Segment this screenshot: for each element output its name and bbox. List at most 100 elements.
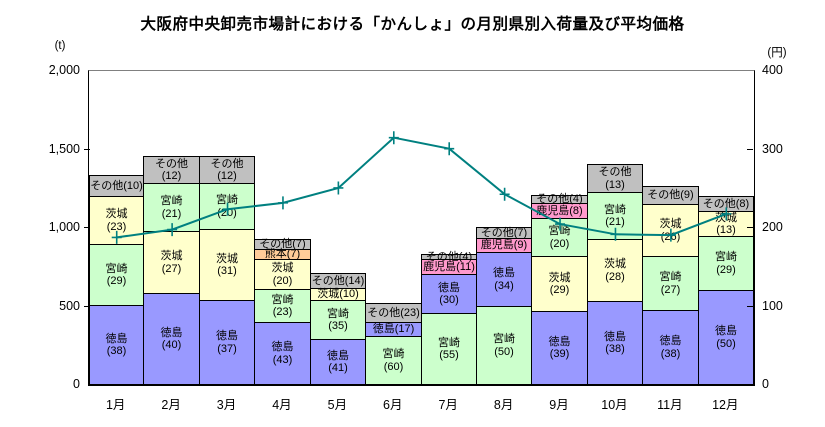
- x-axis-month-label: 4月: [272, 398, 292, 412]
- bar-segment-label: 徳島 (34): [493, 267, 515, 292]
- bar-segment-miyazaki: 宮崎 (23): [254, 289, 311, 323]
- bar-segment-miyazaki: 宮崎 (21): [587, 192, 643, 240]
- bar-segment-tokushima: 徳島 (41): [310, 339, 366, 385]
- bar-segment-label: 徳島 (30): [438, 281, 460, 307]
- bar-segment-label: その他(7): [259, 238, 306, 251]
- bar-segment-label: 宮崎 (20): [216, 194, 238, 219]
- bar-segment-ibaraki: 茨城 (13): [698, 211, 754, 237]
- bar-segment-ibaraki: 茨城 (27): [143, 231, 200, 294]
- bar-segment-label: 鹿児島(9): [480, 239, 528, 252]
- bar-segment-others: その他(8): [698, 196, 754, 212]
- bar-segment-label: 熊本(7): [264, 248, 301, 261]
- bar-segment-label: 宮崎 (35): [327, 307, 349, 333]
- left-axis-tick-label: 2,000: [48, 63, 80, 77]
- right-axis-tick-label: 0: [762, 377, 769, 391]
- bar-segment-ibaraki: 茨城 (20): [254, 259, 311, 290]
- bar-segment-others: その他 (13): [587, 164, 643, 193]
- bar-segment-label: 徳島(17): [372, 323, 415, 336]
- bar-segment-label: その他(9): [647, 189, 694, 202]
- x-axis-month-label: 2月: [161, 398, 181, 412]
- right-axis-tick-mark: [747, 305, 753, 307]
- left-axis-tick-label: 0: [73, 377, 80, 391]
- bar-segment-others: その他(7): [476, 227, 532, 239]
- x-axis-month-label: 10月: [601, 398, 628, 412]
- bar-segment-tokushima: 徳島 (39): [531, 311, 588, 385]
- bar-segment-label: 徳島 (50): [715, 325, 737, 350]
- bar-segment-label: 茨城 (27): [160, 250, 183, 275]
- bar-segment-label: 宮崎 (29): [105, 262, 128, 288]
- bar-segment-miyazaki: 宮崎 (55): [421, 313, 477, 385]
- bar-segment-label: 茨城 (31): [216, 252, 238, 278]
- bar-segment-label: 宮崎 (55): [438, 336, 460, 362]
- bar-segment-ibaraki: 茨城 (28): [587, 239, 643, 302]
- bar-segment-label: 宮崎 (27): [659, 271, 682, 296]
- bar-segment-miyazaki: 宮崎 (29): [698, 236, 754, 291]
- bar-segment-label: 徳島 (38): [604, 330, 626, 356]
- bar-segment-tokushima: 徳島 (34): [476, 252, 532, 307]
- bar-segment-others: その他(4): [531, 193, 588, 205]
- price-point-marker: [277, 196, 288, 210]
- bar-segment-label: 茨城 (13): [715, 211, 737, 237]
- x-axis-month-label: 7月: [438, 398, 458, 412]
- bar-segment-label: その他 (12): [155, 157, 188, 183]
- x-axis-month-label: 8月: [493, 398, 514, 412]
- bar-segment-label: 徳島 (41): [327, 349, 349, 375]
- bar-segment-miyazaki: 宮崎 (20): [531, 218, 588, 257]
- right-axis-tick-mark: [747, 148, 753, 150]
- bar-segment-label: 茨城 (26): [659, 218, 682, 243]
- bar-segment-others: その他(23): [365, 303, 422, 323]
- right-axis-tick-label: 300: [762, 141, 783, 156]
- left-axis-tick-label: 500: [59, 298, 80, 313]
- bar-segment-label: 徳島 (40): [160, 326, 183, 352]
- x-axis-month-label: 1月: [105, 398, 126, 412]
- bar-segment-tokushima: 徳島 (50): [698, 290, 754, 385]
- left-axis-unit-label: (t): [54, 40, 66, 52]
- bar-segment-tokushima: 徳島 (40): [143, 293, 200, 385]
- bar-segment-label: 徳島 (39): [548, 335, 571, 361]
- bar-segment-label: その他(14): [311, 274, 365, 287]
- bar-segment-label: その他(4): [425, 250, 473, 263]
- left-axis-tick-label: 1,000: [48, 220, 80, 234]
- bar-segment-ibaraki: 茨城 (31): [199, 229, 255, 301]
- x-axis-month-label: 9月: [549, 398, 569, 412]
- bar-segment-tokushima: 徳島 (38): [587, 301, 643, 385]
- bar-segment-ibaraki: 茨城 (23): [89, 196, 144, 245]
- bar-segment-kagoshima: 鹿児島(9): [476, 238, 532, 253]
- bar-segment-miyazaki: 宮崎 (60): [365, 336, 422, 385]
- bar-segment-label: 茨城 (20): [271, 262, 294, 287]
- bar-segment-others: その他 (12): [143, 156, 200, 184]
- bar-segment-others: その他(9): [642, 186, 699, 205]
- bar-segment-label: 茨城 (23): [105, 208, 128, 233]
- bar-segment-label: その他(8): [702, 197, 750, 210]
- bar-segment-label: その他(7): [480, 226, 528, 239]
- bar-segment-label: 徳島 (38): [105, 332, 128, 358]
- left-axis-tick-mark: [84, 305, 90, 307]
- bar-segment-label: 宮崎 (21): [604, 203, 626, 229]
- right-axis-tick-label: 400: [762, 63, 783, 77]
- bar-segment-miyazaki: 宮崎 (21): [143, 183, 200, 232]
- right-axis-tick-label: 200: [762, 220, 783, 234]
- x-axis-month-label: 3月: [216, 398, 237, 412]
- bar-segment-tokushima: 徳島 (38): [642, 310, 699, 385]
- bar-segment-label: その他(10): [90, 179, 143, 192]
- bar-segment-label: 宮崎 (20): [548, 225, 571, 250]
- bar-segment-others: その他 (12): [199, 156, 255, 184]
- x-axis-month-label: 6月: [383, 398, 403, 412]
- bar-segment-label: 宮崎 (29): [715, 251, 737, 276]
- chart-title: 大阪府中央卸売市場計における「かんしょ」の月別県別入荷量及び平均価格: [140, 16, 685, 33]
- right-axis-tick-label: 100: [762, 298, 783, 313]
- bar-segment-tokushima: 徳島(17): [365, 322, 422, 337]
- bar-segment-ibaraki: 茨城 (29): [531, 256, 588, 312]
- bar-segment-tokushima: 徳島 (30): [421, 274, 477, 314]
- bar-segment-others: その他(7): [254, 238, 311, 251]
- bar-segment-label: 宮崎 (50): [493, 333, 515, 358]
- bar-segment-label: その他 (13): [598, 166, 632, 191]
- left-axis-tick-mark: [84, 227, 90, 228]
- price-point-marker: [444, 142, 455, 156]
- bar-segment-label: 茨城 (29): [548, 271, 571, 297]
- bar-segment-miyazaki: 宮崎 (35): [310, 300, 366, 340]
- bar-segment-label: 徳島 (37): [216, 330, 238, 355]
- bar-segment-others: その他(4): [421, 251, 477, 263]
- bar-segment-tokushima: 徳島 (37): [199, 300, 255, 385]
